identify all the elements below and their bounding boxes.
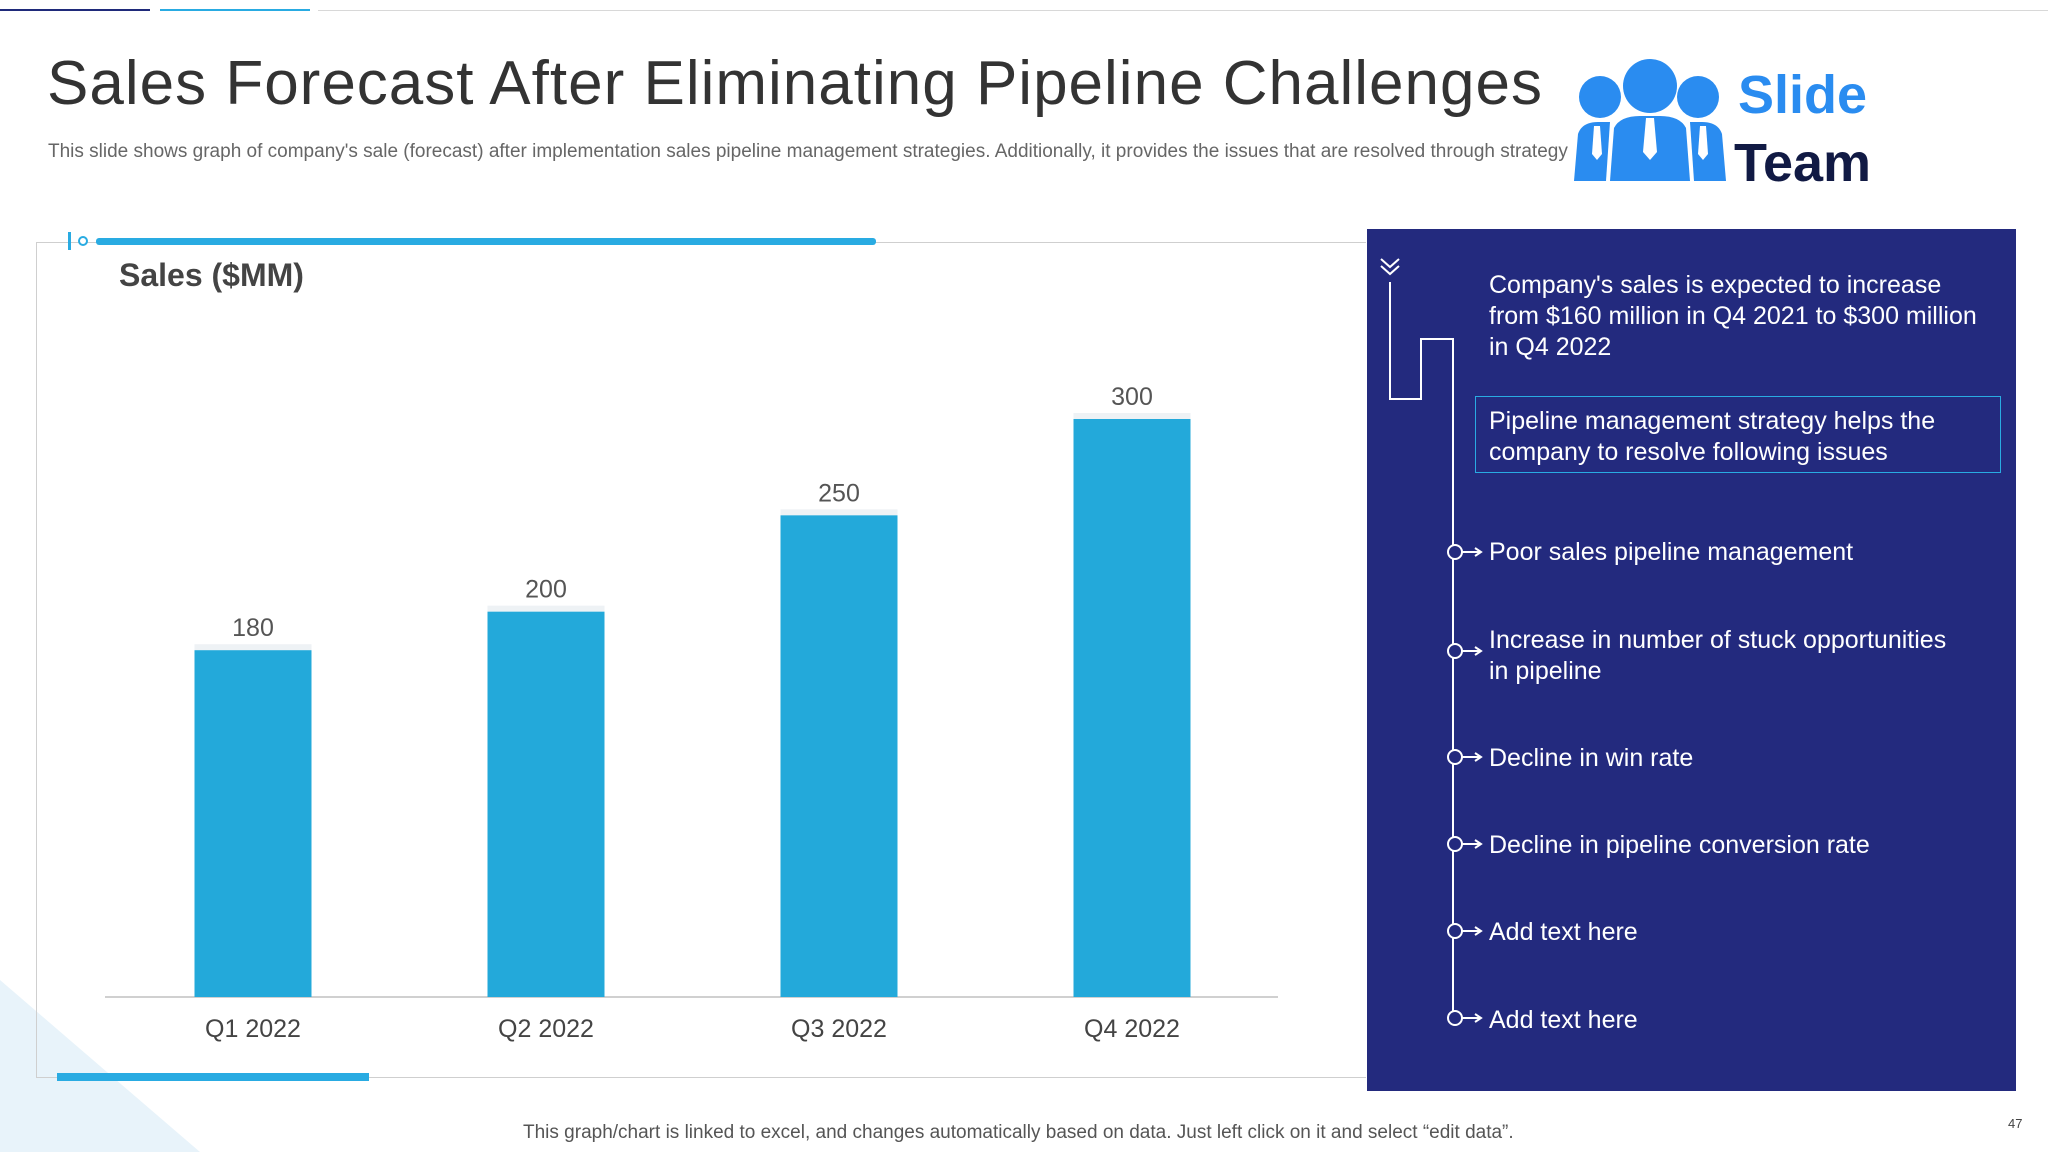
timeline-node (1447, 836, 1463, 852)
slide-subtitle: This slide shows graph of company's sale… (48, 141, 1568, 162)
corner-decoration (0, 980, 200, 1152)
highlight-box (1475, 396, 2001, 473)
side-intro-text: Company's sales is expected to increase … (1489, 271, 1977, 361)
timeline-node (1447, 749, 1463, 765)
x-tick-label: Q3 2022 (791, 1015, 887, 1043)
chart-bottom-accent-bar (57, 1073, 369, 1081)
bar-q2-2022 (487, 611, 605, 997)
slideteam-logo: Slide Team (1570, 56, 1880, 193)
issue-item: Add text here (1489, 918, 1638, 946)
bar-q4-2022 (1073, 419, 1191, 997)
chart-marker-dot (78, 236, 88, 246)
chevron-double-down-icon (1380, 258, 1400, 276)
issue-item: Decline in pipeline conversion rate (1489, 831, 1870, 859)
team-people-icon (1574, 59, 1726, 181)
bar-q3-2022 (780, 515, 898, 997)
chart-marker-line (68, 232, 71, 250)
timeline-arrowhead (1474, 752, 1483, 762)
issue-item: Decline in win rate (1489, 744, 1694, 772)
issue-item: Add text here (1489, 1006, 1638, 1034)
x-tick-label: Q4 2022 (1084, 1015, 1180, 1043)
timeline-arrowhead (1474, 646, 1483, 656)
header-divider (318, 10, 2048, 11)
slide-title: Sales Forecast After Eliminating Pipelin… (47, 49, 1543, 118)
bar-shadow (194, 644, 312, 651)
x-tick-label: Q1 2022 (205, 1015, 301, 1043)
header-accent-line (160, 9, 310, 11)
bracket-connector (1389, 282, 1454, 400)
timeline-node (1447, 923, 1463, 939)
timeline-node (1447, 544, 1463, 560)
timeline-arrowhead (1474, 1013, 1483, 1023)
x-tick-label: Q2 2022 (498, 1015, 594, 1043)
chart-top-accent-bar (96, 238, 876, 245)
page-number: 47 (2008, 1116, 2023, 1131)
timeline-node (1447, 643, 1463, 659)
timeline-node (1447, 1010, 1463, 1026)
bar-q1-2022 (194, 650, 312, 997)
bar-shadow (780, 509, 898, 516)
issues-panel (1367, 229, 2016, 1091)
issue-item: Increase in number of stuck opportunitie… (1489, 626, 1947, 685)
bars-layer: 180 Q1 2022 200 Q2 2022 250 Q3 2022 300 Q4 2022 (194, 383, 1191, 1043)
timeline-arrowhead (1474, 547, 1483, 557)
logo-text-slide: Slide (1738, 65, 1868, 125)
logo-text-team: Team (1734, 133, 1872, 193)
bar-shadow (487, 605, 605, 612)
issue-item: Poor sales pipeline management (1489, 538, 1854, 566)
data-label: 300 (1111, 383, 1153, 411)
side-highlight-text: Pipeline management strategy helps the c… (1489, 407, 1936, 466)
data-label: 200 (525, 576, 567, 604)
data-label: 180 (232, 614, 274, 642)
data-label: 250 (818, 479, 860, 507)
header-accent-line (0, 9, 150, 11)
chart-axis-label: Sales ($MM) (119, 257, 304, 293)
bar-chart: 180 Q1 2022 200 Q2 2022 250 Q3 2022 300 Q4 2022 (105, 383, 1278, 1043)
footnote: This graph/chart is linked to excel, and… (523, 1122, 1514, 1143)
bar-shadow (1073, 413, 1191, 419)
timeline-arrowhead (1474, 839, 1483, 849)
timeline-arrowhead (1474, 926, 1483, 936)
